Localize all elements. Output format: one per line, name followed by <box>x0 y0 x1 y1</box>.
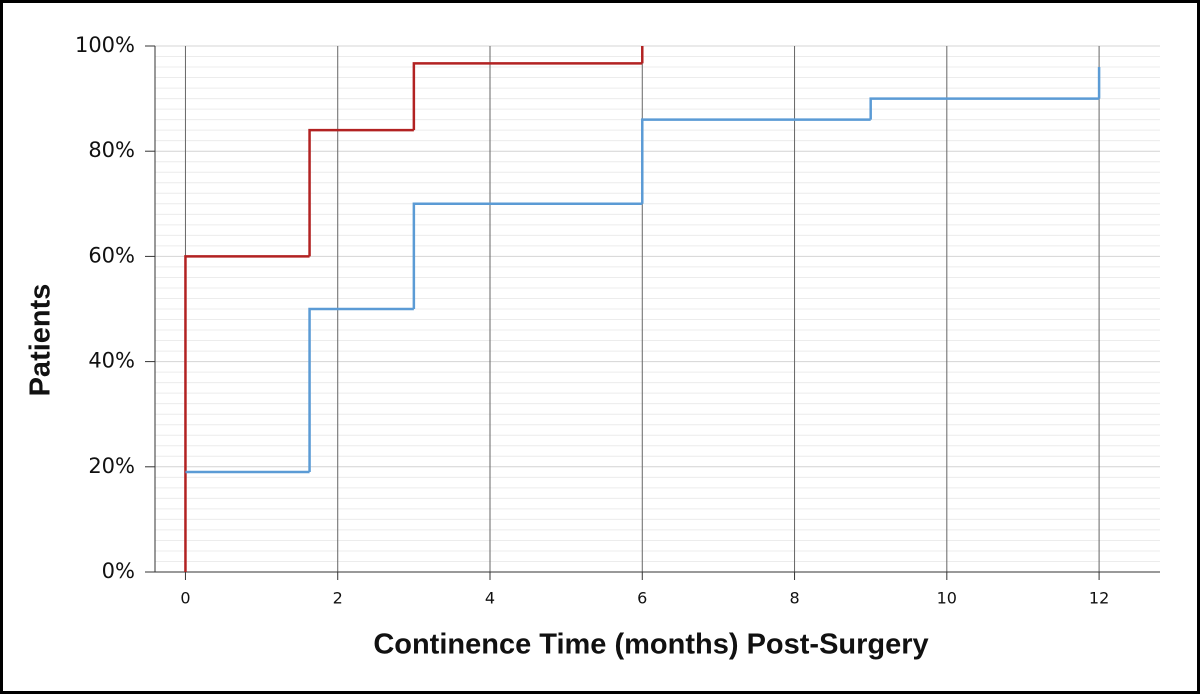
y-tick-label: 60% <box>88 243 135 267</box>
y-tick-label: 100% <box>75 33 135 57</box>
step-line <box>412 202 643 309</box>
y-tick-label: 40% <box>88 349 135 373</box>
step-line <box>308 307 414 473</box>
x-tick-label: 12 <box>1089 589 1109 608</box>
x-tick-label: 2 <box>333 589 343 608</box>
x-tick-label: 0 <box>180 589 190 608</box>
x-axis-label: Continence Time (months) Post-Surgery <box>373 629 928 661</box>
step-line <box>308 128 414 257</box>
step-line <box>641 118 871 204</box>
y-tick-label: 20% <box>88 454 135 478</box>
step-line <box>412 62 643 131</box>
x-tick-label: 8 <box>789 589 799 608</box>
step-line <box>184 255 310 572</box>
y-axis-label: Patients <box>25 284 57 397</box>
x-tick-label: 6 <box>637 589 647 608</box>
y-tick-label: 0% <box>102 559 135 583</box>
step-line <box>869 97 1100 120</box>
x-tick-label: 4 <box>485 589 495 608</box>
y-tick-label: 80% <box>88 138 135 162</box>
x-tick-label: 10 <box>937 589 957 608</box>
